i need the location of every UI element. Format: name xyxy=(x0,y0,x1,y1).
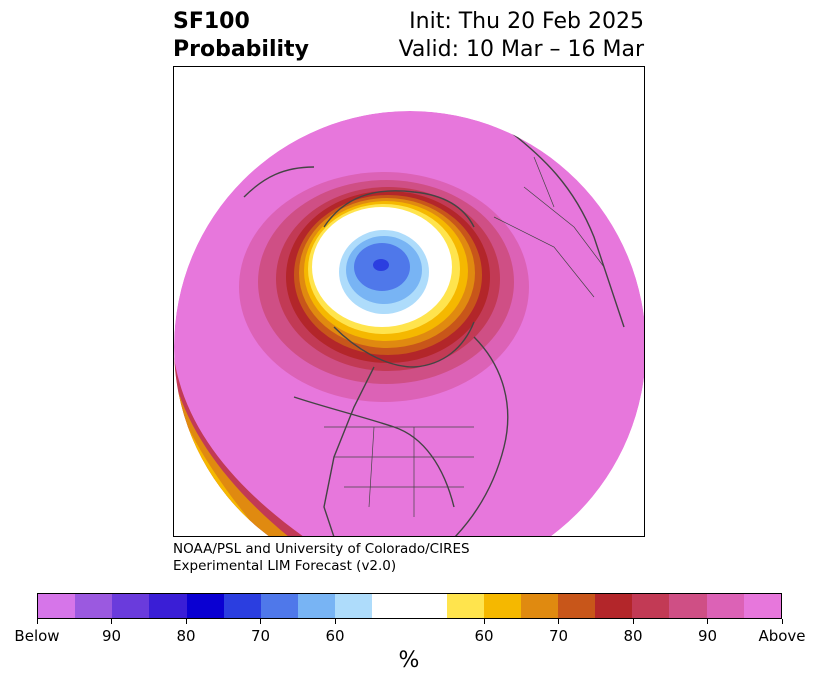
credit-line-2: Experimental LIM Forecast (v2.0) xyxy=(173,558,397,574)
credit-text: NOAA/PSL and University of Colorado/CIRE… xyxy=(173,541,470,575)
colorbar-tick-label: 60 xyxy=(474,627,494,645)
colorbar-segment xyxy=(483,594,521,618)
anomaly-blue-core xyxy=(373,259,389,271)
colorbar-segment xyxy=(520,594,558,618)
colorbar-segment xyxy=(38,594,76,618)
map-title: SF100 Probability xyxy=(173,8,309,64)
colorbar-segment xyxy=(186,594,224,618)
colorbar-segment xyxy=(632,594,670,618)
forecast-map xyxy=(173,66,645,537)
colorbar-segment xyxy=(595,594,633,618)
colorbar-tick-label: Above xyxy=(758,627,806,645)
colorbar-tick-mark xyxy=(483,619,485,624)
polar-map-svg xyxy=(174,111,644,536)
colorbar-segment xyxy=(557,594,596,618)
colorbar-tick-mark xyxy=(111,619,112,624)
colorbar-tick-label: 70 xyxy=(250,627,271,645)
init-date: Init: Thu 20 Feb 2025 xyxy=(409,9,644,34)
colorbar-segment xyxy=(260,594,298,618)
colorbar-tick-mark xyxy=(632,619,634,624)
title-variable: SF100 xyxy=(173,9,250,34)
colorbar-segment xyxy=(149,594,187,618)
colorbar-tick-label: 60 xyxy=(325,627,345,645)
colorbar-tick-mark xyxy=(36,619,38,624)
colorbar-tick-mark xyxy=(260,619,261,624)
colorbar-tick-label: 80 xyxy=(176,627,196,645)
colorbar-tick-label: 90 xyxy=(101,627,122,645)
colorbar-segment xyxy=(409,594,447,618)
colorbar-segment xyxy=(335,594,373,618)
political-borders xyxy=(324,156,605,517)
colorbar-segment xyxy=(372,594,410,618)
colorbar-segment xyxy=(75,594,113,618)
colorbar-segment xyxy=(112,594,150,618)
colorbar-tick-mark xyxy=(781,619,783,624)
colorbar-tick-label: Below xyxy=(14,627,60,645)
valid-range: Valid: 10 Mar – 16 Mar xyxy=(398,37,644,62)
colorbar-tick-mark xyxy=(334,619,336,624)
colorbar-tick-mark xyxy=(185,619,187,624)
colorbar-segment xyxy=(223,594,261,618)
forecast-dates: Init: Thu 20 Feb 2025 Valid: 10 Mar – 16… xyxy=(399,8,644,64)
colorbar-tick-label: 80 xyxy=(623,627,643,645)
colorbar-segment xyxy=(669,594,707,618)
credit-line-1: NOAA/PSL and University of Colorado/CIRE… xyxy=(173,541,470,557)
colorbar xyxy=(37,593,782,619)
colorbar-segment xyxy=(706,594,744,618)
colorbar-unit: % xyxy=(398,648,420,673)
colorbar-segment xyxy=(446,594,484,618)
colorbar-segment xyxy=(743,594,781,618)
colorbar-tick-label: 90 xyxy=(697,627,718,645)
title-probability: Probability xyxy=(173,37,309,62)
colorbar-segment xyxy=(297,594,336,618)
colorbar-tick-mark xyxy=(707,619,708,624)
colorbar-tick-mark xyxy=(558,619,559,624)
colorbar-tick-label: 70 xyxy=(548,627,569,645)
